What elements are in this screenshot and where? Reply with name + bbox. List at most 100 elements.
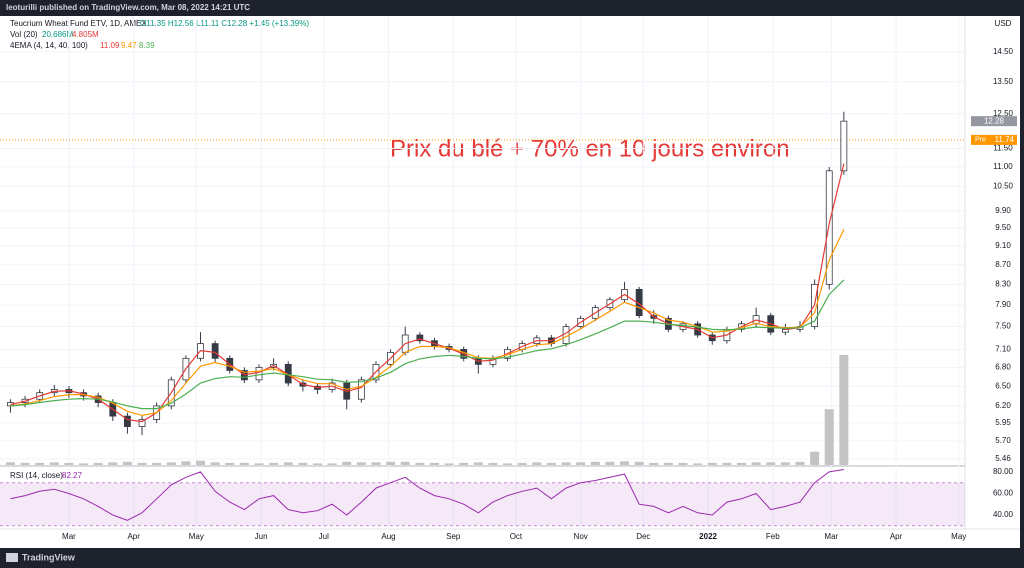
volume-bar <box>532 462 542 465</box>
candle-body <box>255 367 263 381</box>
x-tick-label: Feb <box>766 532 780 541</box>
volume-bar <box>780 462 790 465</box>
volume-bar <box>400 461 410 465</box>
volume-bar <box>122 461 132 465</box>
x-tick-label: Mar <box>62 532 76 541</box>
volume-bar <box>35 462 45 465</box>
volume-bar <box>166 462 176 465</box>
volume-bar <box>649 462 659 465</box>
x-tick-label: May <box>951 532 966 541</box>
volume-bar <box>49 462 59 465</box>
x-tick-label: Apr <box>127 532 140 541</box>
x-tick-label: 2022 <box>699 532 717 541</box>
vol-value: 20.686M <box>42 30 73 39</box>
volume-bar <box>693 463 703 465</box>
ema-value: 11.09 <box>100 41 120 50</box>
volume-bar <box>824 409 834 465</box>
y-tick-label: 6.50 <box>995 381 1011 390</box>
y-tick-label: 11.50 <box>993 144 1013 153</box>
rsi-band <box>0 482 965 526</box>
y-tick-label: 7.90 <box>995 300 1011 309</box>
last-price: 12.28 <box>984 116 1005 125</box>
vol-ma-value: 4.805M <box>72 30 99 39</box>
volume-bar <box>737 462 747 465</box>
y-tick-label: 8.70 <box>995 260 1011 269</box>
volume-bar <box>79 463 89 465</box>
candle-body <box>357 379 365 400</box>
volume-bar <box>327 463 337 465</box>
volume-bar <box>678 462 688 465</box>
volume-bar <box>546 462 556 465</box>
premarket-value: 11.74 <box>995 135 1015 144</box>
y-tick-label: 5.46 <box>995 454 1011 463</box>
x-tick-label: Apr <box>890 532 903 541</box>
candle-body <box>211 343 219 359</box>
volume-bar <box>605 461 615 465</box>
candle-body <box>825 170 833 285</box>
y-tick-label: 12.50 <box>993 109 1014 118</box>
rsi-label: RSI (14, close) <box>10 471 63 480</box>
rsi-tick-label: 60.00 <box>993 489 1014 498</box>
y-tick-label: 14.50 <box>993 47 1014 56</box>
volume-bar <box>839 355 849 465</box>
volume-bar <box>590 461 600 465</box>
y-tick-label: 7.10 <box>995 345 1011 354</box>
x-tick-label: Mar <box>824 532 838 541</box>
volume-bar <box>196 460 206 465</box>
y-tick-label: 10.50 <box>993 182 1014 191</box>
volume-bar <box>620 461 630 465</box>
volume-bar <box>5 462 15 465</box>
volume-bar <box>707 462 717 465</box>
x-tick-label: Jul <box>319 532 329 541</box>
x-tick-label: Jun <box>255 532 268 541</box>
ema-line <box>10 229 845 417</box>
volume-bar <box>503 463 513 465</box>
logo-icon <box>6 553 18 562</box>
y-tick-label: 6.80 <box>995 363 1011 372</box>
rsi-tick-label: 80.00 <box>993 467 1014 476</box>
volume-bar <box>283 462 293 465</box>
x-tick-label: Aug <box>381 532 395 541</box>
rsi-tick-label: 40.00 <box>993 510 1014 519</box>
y-tick-label: 9.10 <box>995 241 1011 250</box>
y-tick-label: 8.30 <box>995 279 1011 288</box>
volume-bar <box>239 462 249 465</box>
volume-bar <box>766 462 776 465</box>
volume-bar <box>254 463 264 465</box>
x-tick-label: Sep <box>446 532 461 541</box>
vol-label: Vol (20) <box>10 30 38 39</box>
volume-bar <box>93 462 103 465</box>
ema-value: 8.39 <box>139 41 155 50</box>
volume-bar <box>137 462 147 465</box>
volume-bar <box>459 462 469 465</box>
header: leoturilli published on TradingView.com,… <box>6 3 250 12</box>
ema-value: 9.47 <box>121 41 137 50</box>
premarket-tag <box>971 134 1017 145</box>
symbol: Teucrium Wheat Fund ETV, 1D, AMEX <box>10 19 147 28</box>
premarket-label: Pre <box>975 137 986 144</box>
x-tick-label: May <box>189 532 204 541</box>
candle-body <box>124 415 131 427</box>
y-tick-label: 5.95 <box>995 418 1011 427</box>
chart-background <box>0 16 1020 548</box>
x-tick-label: Nov <box>574 532 588 541</box>
footer-logo: TradingView <box>22 552 76 562</box>
volume-bar <box>225 462 235 465</box>
volume-bar <box>181 461 191 465</box>
volume-bar <box>312 463 322 465</box>
y-tick-label: 11.00 <box>993 162 1013 171</box>
volume-bar <box>473 462 483 465</box>
rsi-value: 82.27 <box>62 471 83 480</box>
x-tick-label: Oct <box>510 532 523 541</box>
y-tick-label: 5.70 <box>995 436 1011 445</box>
volume-bar <box>576 462 586 465</box>
last-price-tag <box>971 116 1017 127</box>
volume-bar <box>356 462 366 465</box>
y-tick-label: 6.20 <box>995 401 1011 410</box>
volume-bar <box>210 462 220 465</box>
y-tick-label: 9.50 <box>995 223 1011 232</box>
candle-body <box>138 419 146 427</box>
volume-bar <box>517 462 527 465</box>
